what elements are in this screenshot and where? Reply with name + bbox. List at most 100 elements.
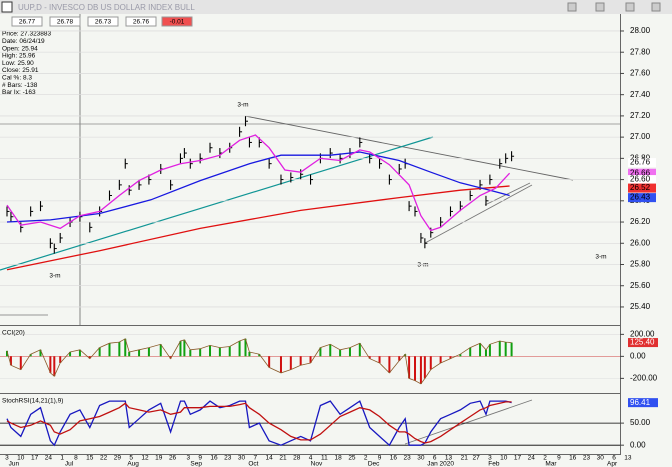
info-line: Cal %: 8.3 bbox=[2, 75, 32, 82]
value-tag bbox=[628, 183, 656, 193]
x-tick-label: 24 bbox=[45, 455, 53, 462]
x-tick-label: 2 bbox=[364, 455, 368, 462]
toolbar bbox=[0, 0, 672, 14]
y-tick-label: 50.00 bbox=[630, 418, 651, 427]
info-line: Price: 27.323883 bbox=[2, 31, 52, 38]
x-tick-label: 10 bbox=[17, 455, 25, 462]
cci-bar bbox=[329, 344, 332, 357]
y-tick-label: 26.80 bbox=[630, 153, 651, 162]
y-tick-label: 200.00 bbox=[630, 329, 655, 338]
cci-bar bbox=[268, 356, 271, 368]
cci-bar bbox=[138, 349, 141, 357]
window-button[interactable] bbox=[595, 2, 605, 12]
cci-bar bbox=[78, 349, 81, 357]
panel: 200.00 0.00 -200.00 CCI(20) 125.40 bbox=[0, 329, 658, 385]
window-button[interactable] bbox=[651, 2, 661, 12]
y-tick-label: 27.40 bbox=[630, 90, 651, 99]
value-tag-label: 26.52 bbox=[630, 183, 651, 192]
cci-bar bbox=[309, 356, 312, 363]
cci-bar bbox=[98, 347, 101, 357]
panel-title: StochRSI(14,21(1),9) bbox=[2, 398, 63, 405]
cci-bar bbox=[484, 349, 487, 357]
value-tag bbox=[628, 193, 656, 203]
y-tick-label: 0.00 bbox=[630, 440, 646, 449]
x-tick-label: 21 bbox=[461, 455, 469, 462]
cci-bar bbox=[299, 356, 302, 366]
x-tick-label: 14 bbox=[266, 455, 274, 462]
cci-bar bbox=[248, 351, 251, 357]
x-tick-label: 17 bbox=[31, 455, 39, 462]
x-tick-label: 17 bbox=[514, 455, 522, 462]
indicator-line bbox=[6, 401, 512, 444]
cci-bar bbox=[408, 356, 411, 379]
wave-label: 3-m bbox=[49, 273, 60, 280]
chart-icon[interactable] bbox=[1, 1, 13, 13]
x-tick-label: 18 bbox=[335, 455, 343, 462]
quote-box bbox=[49, 16, 81, 27]
wave-label: 3-m bbox=[417, 262, 428, 269]
y-tick-label: 26.20 bbox=[630, 217, 651, 226]
cci-bar bbox=[5, 350, 8, 357]
cci-bar bbox=[88, 356, 91, 359]
cci-bar bbox=[258, 354, 261, 357]
cci-bar bbox=[189, 349, 192, 357]
cci-bar bbox=[228, 346, 231, 357]
x-tick-label: 3 bbox=[5, 455, 9, 462]
y-tick-label: -200.00 bbox=[630, 373, 658, 382]
cci-bar bbox=[423, 356, 426, 379]
cci-bar bbox=[510, 342, 513, 357]
x-month-label: Apr bbox=[607, 461, 618, 467]
x-tick-label: 13 bbox=[624, 455, 632, 462]
cci-bar bbox=[498, 340, 501, 357]
y-tick-label: 0.00 bbox=[630, 351, 646, 360]
x-month-label: Sep bbox=[190, 461, 202, 467]
trend-line bbox=[244, 115, 574, 181]
cci-bar bbox=[449, 356, 452, 359]
x-tick-label: 30 bbox=[597, 455, 605, 462]
window-button[interactable] bbox=[625, 2, 635, 12]
quote-box bbox=[125, 16, 157, 27]
quote-box bbox=[87, 16, 119, 27]
x-tick-label: 3 bbox=[488, 455, 492, 462]
x-tick-label: 12 bbox=[141, 455, 149, 462]
quote-value: 26.73 bbox=[95, 19, 112, 26]
y-tick-label: 27.00 bbox=[630, 132, 651, 141]
indicator-line bbox=[6, 338, 512, 385]
x-month-label: Jul bbox=[65, 461, 74, 467]
info-line: Low: 25.90 bbox=[2, 60, 34, 67]
window-button[interactable] bbox=[567, 2, 577, 12]
quote-box bbox=[11, 16, 43, 27]
value-tag-label: 26.76 bbox=[630, 158, 651, 167]
cci-bar bbox=[358, 343, 361, 357]
cci-bar bbox=[319, 347, 322, 357]
x-tick-label: 23 bbox=[583, 455, 591, 462]
x-tick-label: 6 bbox=[433, 455, 437, 462]
cci-bar bbox=[289, 356, 292, 370]
x-tick-label: 21 bbox=[279, 455, 287, 462]
cci-bar bbox=[488, 344, 491, 357]
value-tag-label: 125.40 bbox=[630, 338, 655, 347]
cci-bar bbox=[238, 340, 241, 357]
cci-bar bbox=[368, 356, 371, 359]
trend-line bbox=[424, 184, 533, 244]
cci-bar bbox=[29, 354, 32, 357]
cci-bar bbox=[339, 349, 342, 357]
panel: 25.4025.6025.8026.0026.2026.4026.6026.80… bbox=[0, 26, 656, 311]
value-tag bbox=[628, 168, 656, 178]
x-tick-label: 11 bbox=[321, 455, 328, 462]
x-month-label: Oct bbox=[248, 461, 258, 467]
quote-value: 26.77 bbox=[19, 19, 36, 26]
value-tag bbox=[628, 175, 656, 185]
value-tag bbox=[628, 398, 658, 408]
cci-bar bbox=[209, 345, 212, 357]
panel-title: CCI(20) bbox=[2, 330, 25, 337]
info-line: High: 25.96 bbox=[2, 53, 36, 60]
y-tick-label: 26.00 bbox=[630, 238, 651, 247]
y-tick-label: 25.80 bbox=[630, 260, 651, 269]
x-tick-label: 23 bbox=[404, 455, 412, 462]
cci-bar bbox=[218, 347, 221, 357]
chart-title: UUP,D - INVESCO DB US DOLLAR INDEX BULL bbox=[18, 3, 195, 12]
x-month-label: Feb bbox=[488, 461, 500, 467]
value-tag bbox=[628, 158, 656, 168]
x-tick-label: 28 bbox=[293, 455, 301, 462]
